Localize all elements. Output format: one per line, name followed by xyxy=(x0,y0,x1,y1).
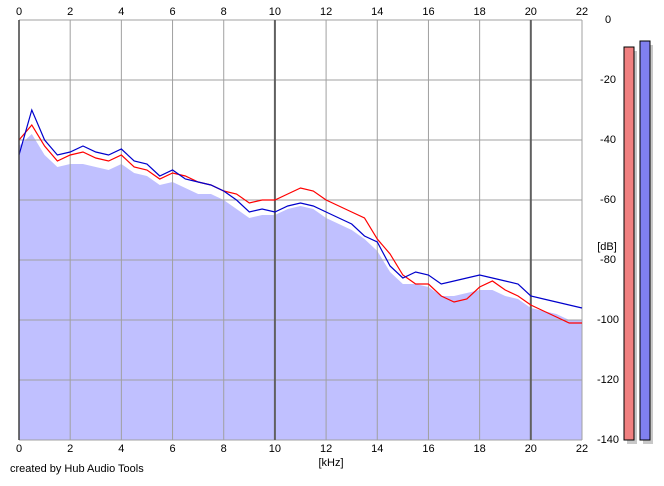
level-meter xyxy=(639,40,651,441)
x-tick-label: 0 xyxy=(16,6,22,18)
y-tick-label: -80 xyxy=(600,254,616,266)
x-axis-label: [kHz] xyxy=(318,457,343,469)
x-tick-label: 18 xyxy=(474,6,486,18)
x-tick-label: 14 xyxy=(371,6,383,18)
x-tick-label: 8 xyxy=(221,6,227,18)
x-tick-label: 10 xyxy=(269,6,281,18)
spectrum-line xyxy=(18,108,583,309)
y-tick-label: -20 xyxy=(600,74,616,86)
y-tick-label: -140 xyxy=(597,434,619,446)
y-axis-label: [dB] xyxy=(597,241,617,253)
x-tick-label: 14 xyxy=(371,443,383,455)
x-tick-label: 10 xyxy=(269,443,281,455)
y-tick-label: -40 xyxy=(600,134,616,146)
x-tick-label: 6 xyxy=(169,6,175,18)
credit: created by Hub Audio Tools xyxy=(10,463,144,475)
x-tick-label: 12 xyxy=(320,443,332,455)
x-tick-label: 16 xyxy=(422,443,434,455)
x-tick-label: 20 xyxy=(525,443,537,455)
x-tick-label: 16 xyxy=(422,6,434,18)
x-tick-label: 0 xyxy=(16,443,22,455)
y-tick-label: 0 xyxy=(605,14,611,26)
x-tick-label: 22 xyxy=(576,6,588,18)
x-tick-label: 4 xyxy=(118,443,124,455)
level-meter xyxy=(623,46,635,441)
y-tick-label: -120 xyxy=(597,374,619,386)
x-tick-label: 8 xyxy=(221,443,227,455)
y-tick-label: -60 xyxy=(600,194,616,206)
spectrum-line xyxy=(18,123,582,324)
x-tick-label: 2 xyxy=(67,6,73,18)
spectrum-area xyxy=(19,134,582,440)
y-tick-label: -100 xyxy=(597,314,619,326)
x-tick-label: 20 xyxy=(525,6,537,18)
x-tick-label: 12 xyxy=(320,6,332,18)
x-tick-label: 4 xyxy=(118,6,124,18)
x-tick-label: 2 xyxy=(67,443,73,455)
x-tick-label: 18 xyxy=(474,443,486,455)
x-tick-label: 22 xyxy=(576,443,588,455)
x-tick-label: 6 xyxy=(169,443,175,455)
